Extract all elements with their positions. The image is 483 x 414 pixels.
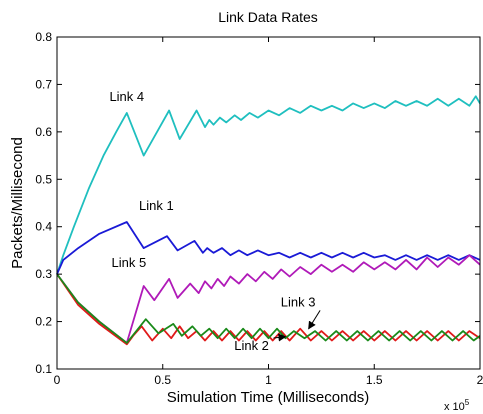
chart-title: Link Data Rates — [218, 9, 318, 25]
y-tick-label: 0.7 — [35, 77, 52, 91]
x-multiplier: x 105 — [444, 398, 470, 413]
y-tick-label: 0.5 — [35, 172, 52, 186]
series-line-link-4 — [56, 95, 481, 275]
annotation-link-2: Link 2 — [234, 338, 269, 353]
annotation-arrow — [308, 310, 321, 330]
x-tick-label: 1.5 — [366, 373, 383, 387]
x-tick-label: 0.5 — [154, 373, 171, 387]
series-layer — [56, 95, 481, 346]
y-tick-label: 0.2 — [35, 315, 52, 329]
x-tick-label: 0 — [54, 373, 61, 387]
y-axis-label: Packets/Millisecond — [9, 137, 26, 269]
annotation-link-1: Link 1 — [139, 198, 174, 213]
annotation-link-3: Link 3 — [281, 294, 316, 309]
axis-ticks: 0 0.5 1 1.5 2 0.1 0.2 0.3 0.4 0.5 0.6 0.7 0.8 — [35, 30, 483, 387]
annotations: Link 4 Link 1 Link 5 Link 3 Link 2 — [109, 89, 321, 353]
plot-frame — [56, 36, 481, 370]
annotation-link-4: Link 4 — [109, 89, 144, 104]
y-tick-label: 0.1 — [35, 362, 52, 376]
y-tick-label: 0.3 — [35, 267, 52, 281]
series-line-link-2 — [56, 273, 481, 344]
annotation-link-5: Link 5 — [112, 255, 147, 270]
annotation-arrow — [273, 333, 287, 342]
x-tick-label: 1 — [265, 373, 272, 387]
x-multiplier-exponent: 5 — [465, 398, 470, 407]
x-multiplier-base: x 10 — [444, 401, 465, 413]
series-line-link-5 — [56, 254, 481, 344]
y-tick-label: 0.4 — [35, 220, 52, 234]
x-axis-label: Simulation Time (Milliseconds) — [167, 389, 370, 406]
x-tick-label: 2 — [477, 373, 483, 387]
series-line-link-1 — [56, 221, 481, 275]
y-tick-label: 0.6 — [35, 125, 52, 139]
y-tick-label: 0.8 — [35, 30, 52, 44]
